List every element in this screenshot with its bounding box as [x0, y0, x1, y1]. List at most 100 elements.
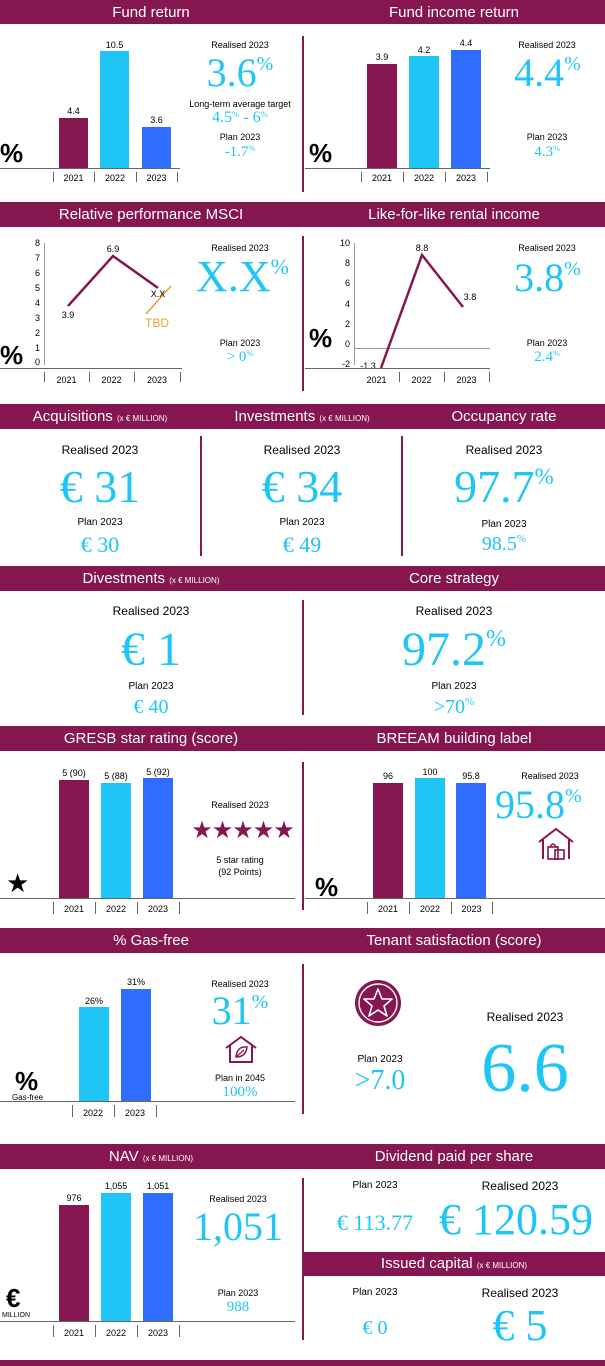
plan-label: Plan 2023 [279, 517, 325, 528]
bar-2023 [142, 127, 171, 168]
target-label: Long-term average target [189, 99, 291, 109]
realised-value: 1,051 [193, 1204, 283, 1249]
bar-2022 [79, 1007, 109, 1101]
plan-label: Plan 2023 [526, 132, 568, 142]
house-leaf-icon [225, 1035, 257, 1063]
bar-2021 [59, 118, 88, 168]
axis-tick [114, 1105, 115, 1117]
gas-free-title: % Gas-free [113, 932, 189, 949]
plan-value: € 113.77 [336, 1210, 414, 1235]
bottom-band [0, 1360, 605, 1366]
plan-value: € 49 [282, 532, 322, 557]
plan-value: > 0% [226, 349, 254, 365]
axis-line [305, 898, 605, 899]
tenant-satisfaction-title: Tenant satisfaction (score) [366, 932, 542, 949]
lfl-rental-title: Like-for-like rental income [368, 206, 540, 223]
section-band-acquisitions [0, 404, 605, 429]
y-tick: 6 [34, 268, 40, 278]
realised-label: Realised 2023 [465, 443, 543, 457]
bar-value: 26% [84, 996, 103, 1006]
y-tick: 5 [34, 283, 40, 293]
x-label: 2023 [124, 1108, 146, 1118]
realised-value: 4.4% [514, 50, 581, 95]
bar-2022 [100, 51, 129, 168]
realised-label: Realised 2023 [112, 604, 190, 618]
realised-value: € 1 [121, 623, 181, 676]
realised-label: Realised 2023 [481, 1179, 559, 1193]
axis-tick [451, 902, 452, 914]
y-tick: 0 [344, 339, 350, 349]
axis-line [305, 368, 490, 369]
x-label: 2021 [366, 375, 387, 385]
y-tick: 8 [34, 238, 40, 248]
plan-value: -1.7% [224, 144, 256, 160]
plan-label: Plan in 2045 [214, 1073, 266, 1083]
bar-value: 10.5 [105, 40, 124, 50]
bar-value: 1,051 [146, 1181, 170, 1191]
point-value: 3.8 [463, 292, 477, 302]
plan-label: Plan 2023 [219, 338, 261, 348]
bar-value: 31% [126, 977, 145, 987]
axis-tick [72, 1105, 73, 1117]
axis-tick [53, 1325, 54, 1337]
realised-value: 3.8% [514, 255, 581, 300]
realised-value: € 34 [261, 461, 343, 512]
plan-label: Plan 2023 [357, 1054, 403, 1065]
x-label: 2022 [104, 173, 126, 183]
section-band-divestments [0, 566, 605, 591]
plan-label: Plan 2023 [128, 681, 174, 692]
axis-tick [134, 372, 135, 382]
section-band-performance [0, 202, 605, 227]
fund-return-title: Fund return [112, 4, 190, 21]
bar-2023 [143, 1193, 173, 1321]
axis-tick [179, 902, 180, 914]
realised-label: Realised 2023 [209, 1194, 267, 1204]
axis-tick [94, 172, 95, 182]
x-label: 2021 [56, 375, 77, 385]
x-label: 2022 [105, 904, 127, 914]
realised-value: 3.6% [206, 50, 274, 95]
point-value: 6.9 [106, 244, 120, 254]
x-label: 2021 [63, 173, 84, 183]
plan-label: Plan 2023 [77, 517, 123, 528]
axis-line [0, 168, 180, 169]
realised-label: Realised 2023 [518, 243, 576, 253]
y-tick: 8 [344, 258, 350, 268]
star-circle-icon [355, 980, 401, 1026]
axis-tick [487, 172, 488, 182]
bar-2023 [121, 989, 151, 1101]
points-text: (92 Points) [218, 867, 262, 877]
percent-unit: % [315, 872, 339, 902]
investments-title: Investments (x € MILLION) [234, 408, 370, 425]
x-label: 2023 [455, 173, 477, 183]
x-label: 2022 [101, 375, 122, 385]
bar-2021 [59, 1205, 89, 1321]
x-label: 2021 [371, 173, 393, 183]
y-tick: 7 [34, 253, 40, 263]
point-value: X.X [150, 289, 166, 299]
divider [302, 762, 304, 910]
realised-label: Realised 2023 [263, 443, 341, 457]
x-label: 2023 [146, 375, 168, 385]
x-label: 2021 [63, 904, 85, 914]
bar-2023 [456, 783, 486, 898]
bar-2021 [367, 64, 397, 168]
x-label: 2023 [147, 904, 169, 914]
divider [200, 436, 202, 556]
realised-label: Realised 2023 [211, 40, 269, 50]
axis-tick [89, 372, 90, 382]
y-tick: 4 [344, 299, 350, 309]
tbd-label: TBD [145, 316, 169, 330]
axis-tick [53, 172, 54, 182]
axis-tick [489, 372, 490, 382]
bar-value: 3.6 [150, 115, 163, 125]
realised-value: 6.6 [481, 1030, 569, 1107]
axis-tick [95, 902, 96, 914]
realised-value: € 31 [59, 461, 141, 512]
nav-title: NAV (x € MILLION) [108, 1148, 194, 1165]
relative-performance-title: Relative performance MSCI [58, 206, 244, 223]
x-label: 2023 [456, 375, 477, 385]
realised-label: Realised 2023 [521, 771, 579, 781]
plan-value: € 30 [80, 532, 120, 557]
realised-label: Realised 2023 [518, 40, 576, 50]
